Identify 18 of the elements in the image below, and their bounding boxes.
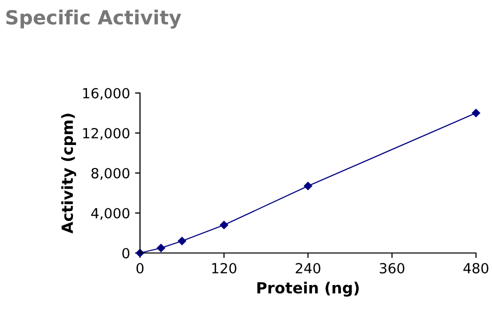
x-tick-label: 120 [212, 262, 236, 274]
point [472, 108, 480, 118]
x-tick-label: 480 [463, 262, 488, 274]
x-tick-label: 360 [380, 262, 404, 274]
x-tick-label: 0 [136, 262, 144, 274]
chart-title: Specific Activity [6, 10, 182, 29]
x-axis-title: Protein (ng) [257, 282, 359, 297]
x-tick-label: 240 [296, 262, 320, 274]
point [304, 182, 312, 190]
point [156, 244, 166, 252]
y-tick-label: 16,000 [83, 88, 130, 100]
y-tick-label: 12,000 [83, 128, 130, 140]
point [220, 220, 228, 230]
y-tick-label: 4,000 [91, 208, 130, 220]
y-tick-label: 8,000 [91, 168, 130, 180]
point [178, 236, 186, 246]
y-axis-title: Activity (cpm) [61, 114, 76, 234]
y-tick-label: 0 [122, 248, 130, 258]
